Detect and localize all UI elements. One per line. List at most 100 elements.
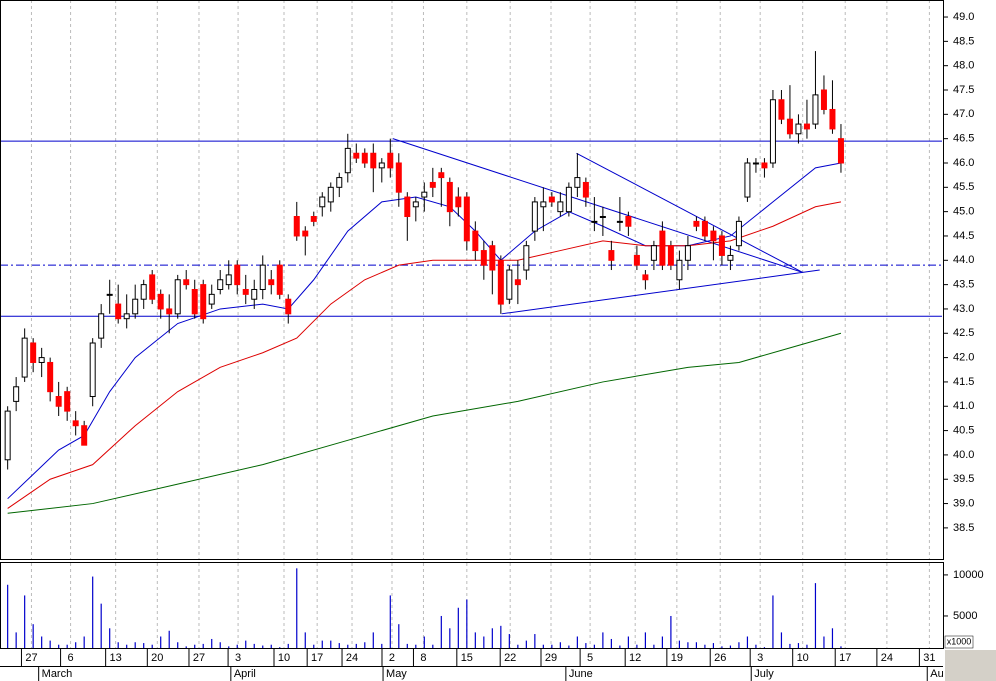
candle-body [803, 123, 810, 130]
candle-body [344, 147, 351, 174]
y-tick-label: 46.5 [953, 133, 974, 145]
trendline [392, 138, 803, 273]
candle-body [387, 152, 394, 169]
candle-body [174, 279, 181, 315]
candle-body [166, 308, 173, 315]
y-tick-label: 47.5 [953, 84, 974, 96]
y-tick-label: 46.0 [953, 157, 974, 169]
candle-body [693, 220, 700, 227]
volume-panel [0, 562, 944, 649]
candle-body [565, 186, 572, 213]
candle-body [523, 245, 530, 271]
candle-body [123, 313, 130, 320]
volume-unit: x1000 [947, 636, 972, 646]
y-tick-label: 39.5 [953, 473, 974, 485]
candle-body [149, 274, 156, 300]
candle-body [761, 162, 768, 169]
candle-body [642, 274, 649, 281]
candle-body [812, 94, 819, 125]
candle-body [463, 196, 470, 242]
y-tick-label: 42.5 [953, 327, 974, 339]
candle-body [446, 181, 453, 213]
x-tick-label: 26 [714, 652, 726, 664]
candle-body [582, 181, 589, 198]
candle-body [157, 293, 164, 310]
candle-body [421, 191, 428, 198]
candle-body [30, 342, 37, 363]
month-label: Au [930, 668, 943, 680]
candle-body [327, 186, 334, 203]
candle-body [514, 279, 521, 286]
candle-body [361, 152, 368, 164]
candle-body [225, 274, 232, 286]
x-tick-label: 31 [923, 652, 935, 664]
moving-average [7, 332, 842, 514]
candle-body [81, 425, 88, 446]
x-tick-label: 19 [671, 652, 683, 664]
candle-body [829, 108, 836, 130]
candle-body [268, 279, 275, 286]
x-tick-label: 29 [545, 652, 557, 664]
candle-body [616, 220, 623, 223]
candle-body [531, 201, 538, 232]
x-tick-label: 24 [881, 652, 893, 664]
candle-body [701, 220, 708, 237]
price-panel [0, 0, 944, 560]
corner-box [945, 650, 996, 681]
x-tick-label: 3 [757, 652, 763, 664]
trendline [501, 269, 820, 315]
candle-body [89, 342, 96, 398]
candle-body [208, 293, 215, 305]
candle-body [633, 254, 640, 266]
volume-y-tick-label: 10000 [953, 569, 984, 581]
candle-body [795, 123, 802, 135]
volume-plot [7, 563, 930, 648]
candle-body [599, 216, 606, 219]
candle-body [574, 177, 581, 188]
candle-body [727, 254, 734, 261]
candle-body [106, 293, 113, 296]
month-label: March [42, 668, 73, 680]
x-tick-label: 24 [346, 652, 358, 664]
x-tick-label: 5 [587, 652, 593, 664]
candle-body [778, 99, 785, 120]
x-tick-label: 2 [389, 652, 395, 664]
candle-body [455, 196, 462, 208]
candle-body [353, 152, 360, 159]
candle-body [412, 201, 419, 208]
y-tick-label: 38.5 [953, 522, 974, 534]
y-tick-label: 43.0 [953, 303, 974, 315]
candle-body [276, 264, 283, 295]
x-tick-label: 10 [278, 652, 290, 664]
x-tick-label: 13 [110, 652, 122, 664]
candle-body [540, 201, 547, 208]
candle-body [735, 220, 742, 247]
x-tick-label: 10 [797, 652, 809, 664]
y-tick-label: 40.0 [953, 449, 974, 461]
candle-body [293, 216, 300, 237]
candle-body [820, 89, 827, 110]
candle-body [336, 177, 343, 188]
candle-body [55, 396, 62, 407]
x-tick-label: 12 [629, 652, 641, 664]
candle-body [608, 250, 615, 261]
month-label: April [234, 668, 256, 680]
candle-body [472, 230, 479, 252]
candle-body [200, 284, 207, 320]
month-label: July [754, 668, 774, 680]
candle-body [47, 361, 54, 393]
y-tick-label: 39.0 [953, 497, 974, 509]
month-label: June [569, 668, 593, 680]
x-tick-label: 3 [235, 652, 241, 664]
candle-body [710, 230, 717, 242]
y-tick-label: 47.0 [953, 108, 974, 120]
candle-body [769, 99, 776, 164]
y-tick-label: 45.0 [953, 206, 974, 218]
candle-body [378, 162, 385, 169]
unit-box [944, 635, 974, 649]
candle-body [395, 162, 402, 193]
candle-body [234, 264, 241, 286]
y-tick-label: 49.0 [953, 11, 974, 23]
candle-body [625, 216, 632, 227]
candle-body [217, 279, 224, 290]
